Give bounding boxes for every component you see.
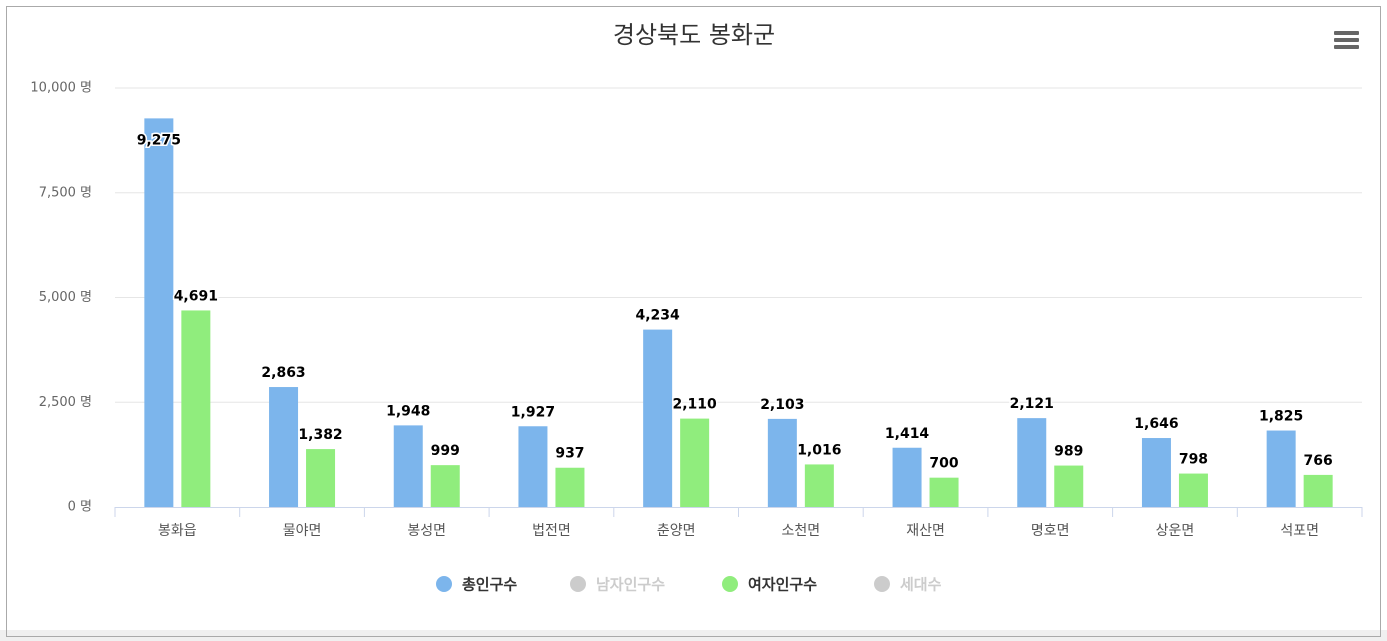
bar bbox=[680, 418, 710, 507]
data-label: 1,948 bbox=[386, 403, 430, 419]
legend-label[interactable]: 세대수 bbox=[900, 576, 942, 594]
x-tick-label: 법전면 bbox=[532, 523, 571, 539]
data-label: 4,691 bbox=[174, 288, 218, 304]
legend-marker[interactable] bbox=[436, 576, 452, 592]
data-label: 9,275 bbox=[137, 132, 181, 148]
data-label: 1,016 bbox=[797, 442, 841, 458]
data-label: 766 bbox=[1304, 453, 1333, 469]
y-tick-label: 5,000 명 bbox=[39, 290, 92, 305]
menu-bar[interactable] bbox=[1334, 45, 1359, 49]
x-tick-label: 상운면 bbox=[1156, 523, 1195, 539]
y-tick-label: 7,500 명 bbox=[39, 185, 92, 200]
data-label: 1,825 bbox=[1259, 409, 1303, 425]
x-tick-label: 춘양면 bbox=[657, 523, 696, 539]
legend-label[interactable]: 여자인구수 bbox=[748, 576, 817, 594]
data-label: 2,863 bbox=[261, 365, 305, 381]
bar bbox=[393, 425, 423, 507]
chart-border bbox=[6, 6, 1381, 637]
data-label: 989 bbox=[1054, 444, 1083, 460]
y-tick-label: 2,500 명 bbox=[39, 395, 92, 410]
x-tick-label: 석포면 bbox=[1280, 523, 1319, 539]
legend-marker[interactable] bbox=[722, 576, 738, 592]
menu-button[interactable] bbox=[1334, 31, 1359, 49]
bar bbox=[269, 387, 299, 507]
footer-strip bbox=[0, 630, 1387, 641]
data-label: 1,927 bbox=[511, 404, 555, 420]
data-label: 1,646 bbox=[1134, 416, 1178, 432]
bar bbox=[430, 465, 460, 507]
bar bbox=[181, 310, 211, 507]
bar bbox=[892, 447, 922, 507]
y-tick-label: 10,000 명 bbox=[30, 81, 92, 96]
bar bbox=[1266, 430, 1296, 507]
bar bbox=[643, 329, 673, 507]
data-label: 2,121 bbox=[1010, 396, 1054, 412]
legend-label[interactable]: 총인구수 bbox=[462, 576, 517, 594]
data-label: 700 bbox=[929, 456, 958, 472]
bar bbox=[555, 467, 585, 507]
data-label: 999 bbox=[431, 443, 460, 459]
bar bbox=[306, 449, 336, 507]
bar bbox=[767, 418, 797, 507]
bar bbox=[929, 477, 959, 507]
x-tick-label: 물야면 bbox=[283, 523, 322, 539]
x-tick-label: 명호면 bbox=[1031, 523, 1070, 539]
bar bbox=[518, 426, 548, 507]
data-label: 2,103 bbox=[760, 397, 804, 413]
bar bbox=[144, 118, 174, 507]
data-label: 4,234 bbox=[636, 308, 681, 324]
bar bbox=[804, 464, 834, 507]
x-tick-label: 봉성면 bbox=[407, 523, 446, 539]
bar bbox=[1178, 473, 1208, 507]
data-label: 1,414 bbox=[885, 426, 930, 442]
x-tick-label: 소천면 bbox=[782, 523, 821, 539]
legend-marker[interactable] bbox=[874, 576, 890, 592]
data-label: 1,382 bbox=[298, 427, 342, 443]
data-label: 2,110 bbox=[673, 397, 718, 413]
legend-label[interactable]: 남자인구수 bbox=[596, 576, 665, 594]
bar bbox=[1017, 418, 1047, 507]
menu-bar[interactable] bbox=[1334, 38, 1359, 42]
x-tick-label: 봉화읍 bbox=[158, 523, 197, 539]
y-tick-label: 0 명 bbox=[68, 500, 92, 515]
menu-bar[interactable] bbox=[1334, 31, 1359, 35]
data-label: 798 bbox=[1179, 452, 1208, 468]
bar bbox=[1303, 474, 1333, 507]
data-label: 937 bbox=[555, 446, 584, 462]
bar bbox=[1141, 438, 1171, 507]
legend-marker[interactable] bbox=[570, 576, 586, 592]
x-tick-label: 재산면 bbox=[906, 523, 945, 539]
chart-title: 경상북도 봉화군 bbox=[613, 21, 775, 49]
bar bbox=[1054, 465, 1084, 507]
